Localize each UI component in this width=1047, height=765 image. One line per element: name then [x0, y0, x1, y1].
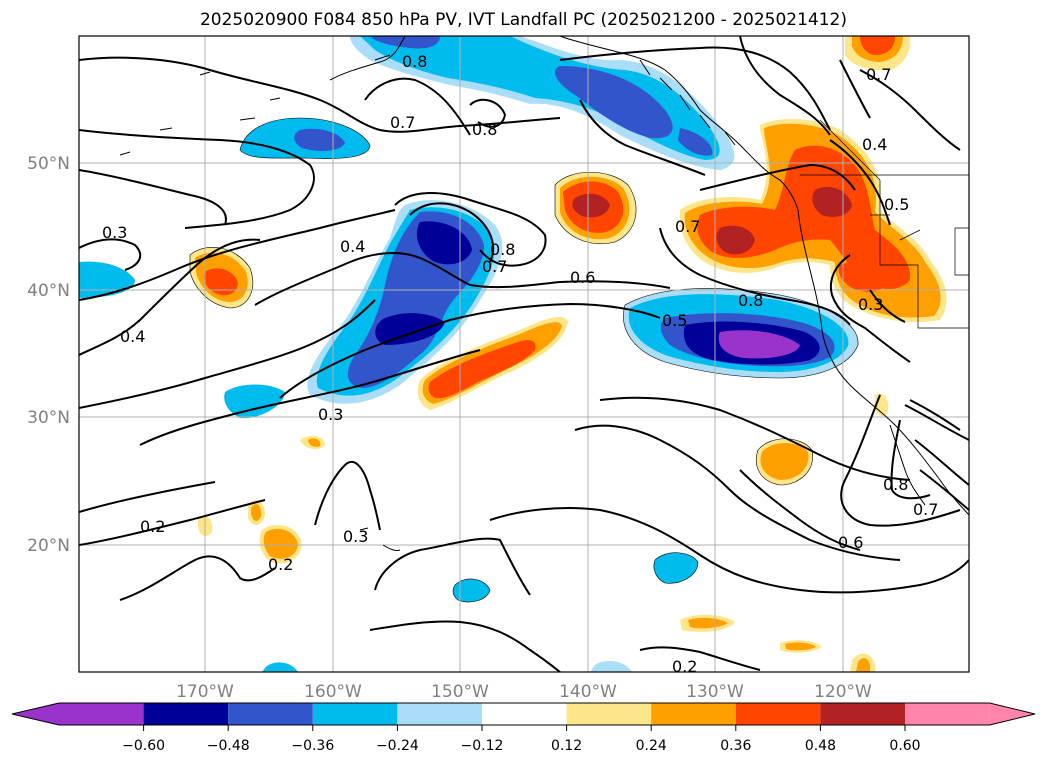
- colorbar-segment: [59, 703, 144, 725]
- colorbar-tick-label: 0.60: [889, 738, 920, 754]
- contour-label: 0.6: [838, 533, 863, 552]
- contour-label: 0.7: [866, 65, 891, 84]
- colorbar-segments: [59, 703, 990, 725]
- colorbar-segment: [905, 703, 990, 725]
- colorbar-ticks: [143, 725, 906, 731]
- colorbar-tick-label: −0.36: [291, 738, 334, 754]
- contour-lines: [79, 36, 969, 672]
- contour-label: 0.8: [490, 240, 515, 259]
- contour-label: 0.3: [318, 405, 343, 424]
- lat-label: 20°N: [27, 536, 70, 556]
- contour-label: 0.6: [570, 268, 595, 287]
- contour-label: 0.2: [268, 555, 293, 574]
- colorbar-tick-label: 0.48: [805, 738, 836, 754]
- contour-label: 0.2: [672, 657, 697, 676]
- contour-label: 0.7: [390, 113, 415, 132]
- contour-label: 0.7: [913, 500, 938, 519]
- colorbar-extend-high: [989, 703, 1035, 725]
- contour-label: 0.8: [402, 52, 427, 71]
- colorbar-tick-label: 0.36: [720, 738, 751, 754]
- colorbar-extend-low: [12, 703, 59, 725]
- contour-label: 0.3: [858, 295, 883, 314]
- colorbar-segment: [820, 703, 905, 725]
- latitude-labels: 50°N 40°N 30°N 20°N: [27, 154, 70, 556]
- colorbar-segment: [312, 703, 398, 725]
- contour-label: 0.8: [472, 120, 497, 139]
- contour-label: 0.2: [140, 517, 165, 536]
- lon-label: 150°W: [431, 682, 489, 702]
- coastlines: [119, 36, 969, 551]
- contour-label: 0.4: [340, 237, 365, 256]
- contour-label: 0.8: [883, 475, 908, 494]
- colorbar-tick-labels: −0.60 −0.48 −0.36 −0.24 −0.12 0.12 0.24 …: [122, 738, 920, 754]
- contour-label: 0.4: [862, 135, 887, 154]
- contour-label: 0.4: [120, 327, 145, 346]
- colorbar: −0.60 −0.48 −0.36 −0.24 −0.12 0.12 0.24 …: [11, 702, 1036, 754]
- map-title: 2025020900 F084 850 hPa PV, IVT Landfall…: [199, 10, 847, 30]
- lat-label: 30°N: [27, 408, 70, 428]
- colorbar-tick-label: −0.24: [376, 738, 419, 754]
- contour-label: 0.3: [102, 223, 127, 242]
- contour-label: 0.8: [738, 291, 763, 310]
- lat-label: 50°N: [27, 154, 70, 174]
- longitude-labels: 170°W 160°W 150°W 140°W 130°W 120°W: [176, 682, 872, 702]
- contour-label: 0.7: [675, 217, 700, 236]
- colorbar-outline: [11, 702, 1036, 726]
- political-borders: [800, 119, 969, 329]
- map-frame: [78, 35, 970, 673]
- positive-anomaly-fills: [190, 36, 947, 672]
- colorbar-segment: [651, 703, 736, 725]
- colorbar-tick-label: −0.12: [461, 738, 504, 754]
- contour-labels: 0.8 0.7 0.8 0.7 0.4 0.5 0.3 0.4 0.8 0.7 …: [102, 52, 938, 676]
- colorbar-segment: [397, 703, 482, 725]
- contour-label: 0.3: [343, 527, 368, 546]
- colorbar-tick-label: −0.60: [122, 738, 165, 754]
- lon-label: 160°W: [304, 682, 362, 702]
- colorbar-segment: [228, 703, 313, 725]
- lon-label: 170°W: [176, 682, 234, 702]
- lon-label: 140°W: [559, 682, 617, 702]
- lon-label: 120°W: [814, 682, 872, 702]
- lon-label: 130°W: [686, 682, 744, 702]
- lat-label: 40°N: [27, 281, 70, 301]
- colorbar-segment: [566, 703, 652, 725]
- contour-label: 0.5: [662, 311, 687, 330]
- colorbar-tick-label: 0.12: [551, 738, 582, 754]
- contour-label: 0.7: [482, 257, 507, 276]
- contour-label: 0.5: [884, 195, 909, 214]
- colorbar-segment: [143, 703, 229, 725]
- colorbar-tick-label: −0.48: [207, 738, 250, 754]
- colorbar-tick-label: 0.24: [636, 738, 667, 754]
- colorbar-segment: [735, 703, 821, 725]
- colorbar-segment: [482, 703, 567, 725]
